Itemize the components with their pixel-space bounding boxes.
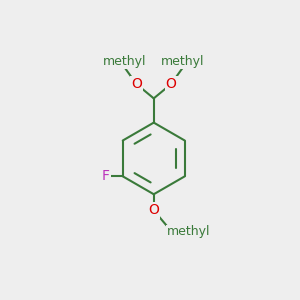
Text: O: O	[166, 77, 176, 91]
Text: methyl: methyl	[103, 55, 147, 68]
Text: O: O	[148, 203, 159, 218]
Text: methyl: methyl	[161, 55, 204, 68]
Text: F: F	[102, 169, 110, 183]
Text: methyl: methyl	[167, 225, 210, 239]
Text: O: O	[131, 77, 142, 91]
